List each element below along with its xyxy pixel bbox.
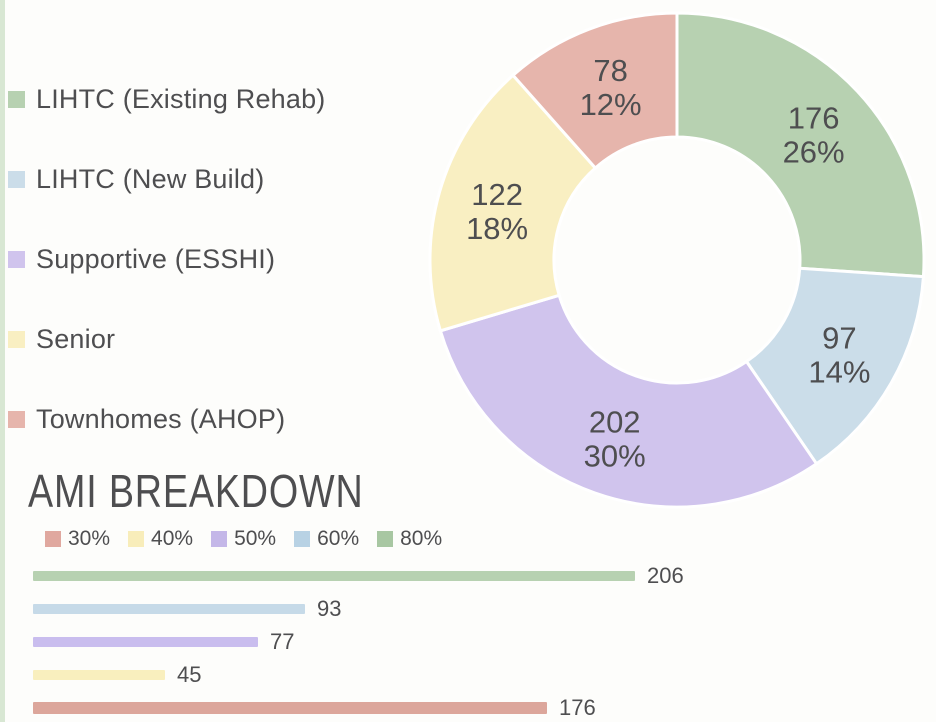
bar-value-label: 45 [177,661,202,687]
ami-legend-item: 60% [294,527,359,551]
bar-value-label: 93 [317,595,342,621]
slice-value-label: 78 [593,53,627,88]
legend-label: Supportive (ESSHI) [36,243,276,274]
legend-swatch [128,531,145,547]
donut-legend-item: Townhomes (AHOP) [8,379,326,459]
ami-legend-item: 30% [45,527,110,551]
donut-slice [675,11,926,279]
legend-swatch [8,90,25,108]
legend-swatch [8,170,25,188]
legend-label: 80% [400,527,443,550]
bar-row: 45 [33,658,684,691]
ami-bar-chart: 206 93 77 45 176 [33,559,684,722]
bar-row: 176 [33,691,684,722]
slice-pct-label: 18% [466,211,528,246]
left-accent-strip [0,0,5,722]
bar-value-label: 77 [270,628,295,654]
bar [33,636,258,647]
ami-legend-item: 40% [128,527,193,551]
bar-row: 77 [33,625,684,658]
slice-value-label: 97 [822,321,856,356]
legend-label: 60% [317,527,360,550]
bar-value-label: 206 [647,562,684,588]
bar [33,603,305,614]
ami-legend-item: 80% [377,527,442,551]
legend-label: LIHTC (Existing Rehab) [36,83,326,114]
legend-label: LIHTC (New Build) [36,163,265,194]
legend-swatch [377,531,394,547]
legend-swatch [8,250,25,268]
slice-pct-label: 26% [783,134,845,169]
bar [33,570,635,581]
donut-legend: LIHTC (Existing Rehab) LIHTC (New Build) S… [8,59,326,459]
legend-swatch [45,531,61,547]
legend-label: Senior [36,323,116,354]
bar-row: 206 [33,559,684,592]
legend-label: Townhomes (AHOP) [36,403,286,434]
donut-slice [744,266,926,466]
donut-legend-item: LIHTC (Existing Rehab) [8,59,326,139]
legend-swatch [8,330,25,348]
donut-slice [438,293,819,509]
donut-slice [428,73,598,333]
slice-value-label: 202 [589,404,641,439]
ami-legend-item: 50% [211,527,276,551]
legend-label: 50% [234,527,277,550]
bar-row: 93 [33,592,684,625]
slice-pct-label: 30% [584,438,646,473]
legend-label: 40% [151,527,194,550]
bar-value-label: 176 [559,694,596,720]
legend-swatch [8,410,25,428]
donut-slice [510,11,679,171]
donut-legend-item: Supportive (ESSHI) [8,219,326,299]
donut-legend-item: LIHTC (New Build) [8,139,326,219]
ami-legend: 30% 40% 50% 60% 80% [45,527,442,551]
ami-title: AMI BREAKDOWN [28,465,364,517]
slice-pct-label: 14% [808,355,870,390]
donut-legend-item: Senior [8,299,326,379]
slice-pct-label: 12% [580,87,642,122]
legend-swatch [294,531,311,547]
legend-swatch [211,531,228,547]
slice-value-label: 176 [788,100,840,135]
bar [33,669,165,680]
legend-label: 30% [68,527,111,550]
slice-value-label: 122 [471,177,523,212]
bar [33,701,547,714]
